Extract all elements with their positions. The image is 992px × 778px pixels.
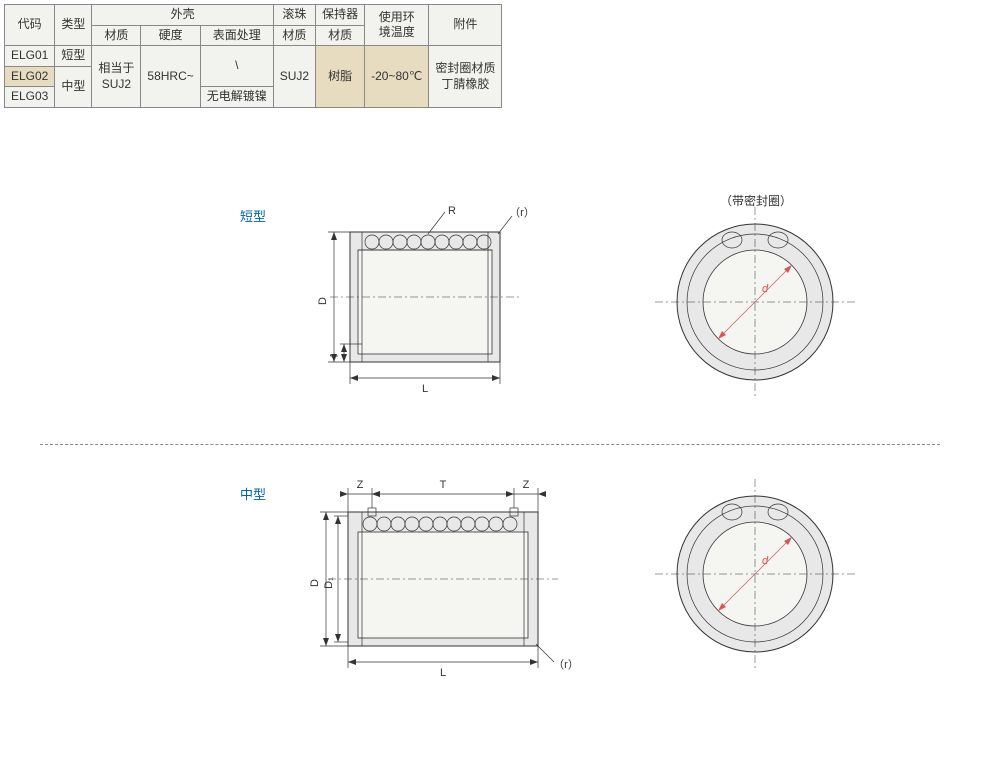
dim-Z-right: Z (523, 479, 530, 491)
cell-r2-code: ELG02 (5, 66, 55, 87)
mid-type-end-view: d (660, 484, 860, 674)
dim-D1: D₁ (323, 577, 335, 589)
dim-Z-left: Z (357, 479, 364, 491)
label-mid-type: 中型 (240, 484, 266, 503)
dim-T: T (440, 479, 447, 491)
hdr-shell-surface: 表面处理 (200, 25, 273, 46)
cell-r23-type: 中型 (55, 66, 92, 107)
spec-table: 代码 类型 外壳 滚珠 保持器 使用环 境温度 附件 材质 硬度 表面处理 材质… (4, 4, 502, 108)
cell-shell-material: 相当于 SUJ2 (92, 46, 141, 108)
hdr-shell: 外壳 (92, 5, 273, 26)
short-type-side-view: D f L R （r） (310, 204, 550, 414)
hdr-shell-hardness: 硬度 (141, 25, 200, 46)
mid-type-side-view: Z T Z D D₁ L （r） (300, 476, 580, 706)
cell-r3-code: ELG03 (5, 87, 55, 108)
hdr-temp: 使用环 境温度 (365, 5, 429, 46)
label-with-seal: （带密封圈） (720, 192, 792, 209)
cell-accessory: 密封圈材质 丁腈橡胶 (429, 46, 502, 108)
cell-shell-hardness: 58HRC~ (141, 46, 200, 108)
hdr-ball: 滚珠 (273, 5, 315, 26)
hdr-retainer-material: 材质 (316, 25, 365, 46)
cell-shell-surface1: \ (200, 46, 273, 87)
hdr-retainer: 保持器 (316, 5, 365, 26)
dim-L: L (422, 383, 428, 395)
hdr-accessory: 附件 (429, 5, 502, 46)
dim-L-2: L (440, 667, 446, 679)
dim-R: R (448, 205, 456, 217)
cell-temp: -20~80℃ (365, 46, 429, 108)
cell-r1-code: ELG01 (5, 46, 55, 67)
short-type-end-view: d (660, 212, 860, 402)
cell-retainer-material: 树脂 (316, 46, 365, 108)
dim-d-2: d (762, 555, 769, 567)
label-short-type: 短型 (240, 206, 266, 225)
dim-D-2: D (309, 579, 321, 587)
cell-ball-material: SUJ2 (273, 46, 315, 108)
hdr-code: 代码 (5, 5, 55, 46)
dim-r-paren-2: （r） (553, 658, 579, 671)
hdr-type: 类型 (55, 5, 92, 46)
cell-shell-surface2: 无电解镀镍 (200, 87, 273, 108)
dim-d-1: d (762, 283, 769, 295)
cell-r1-type: 短型 (55, 46, 92, 67)
separator (40, 444, 940, 445)
dim-r-paren: （r） (509, 206, 535, 219)
hdr-ball-material: 材质 (273, 25, 315, 46)
hdr-shell-material: 材质 (92, 25, 141, 46)
dim-D: D (317, 297, 329, 305)
